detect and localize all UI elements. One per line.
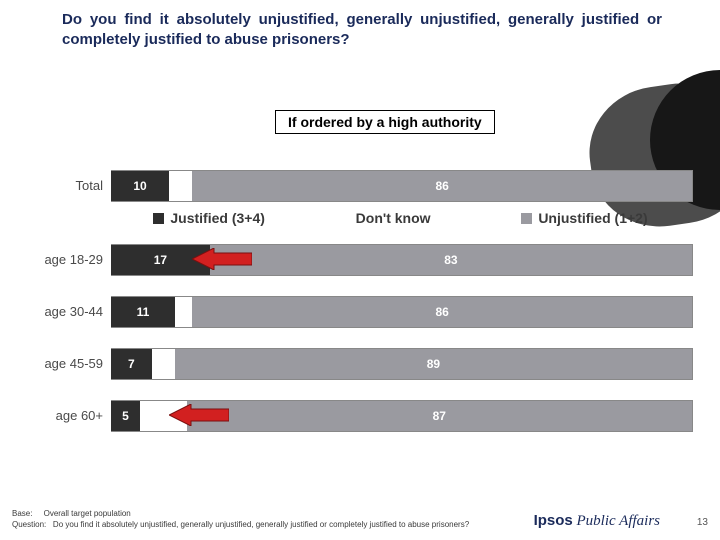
- highlight-arrow-icon: [169, 404, 229, 426]
- legend-item-unjustified: Unjustified (1+2): [521, 210, 647, 226]
- bar-segment-unjustified: 89: [175, 349, 692, 379]
- bar-segment-dontknow: [169, 171, 192, 201]
- legend-label: Unjustified (1+2): [538, 210, 647, 226]
- base-value: Overall target population: [44, 509, 131, 518]
- bar-track: 11 86: [111, 296, 693, 328]
- bar-segment-unjustified: 87: [187, 401, 692, 431]
- bar-row: age 60+5 87: [28, 400, 693, 430]
- row-label: age 18-29: [28, 244, 111, 274]
- footer-notes: Base: Overall target population Question…: [12, 509, 469, 530]
- bar-segment-dontknow: [175, 297, 192, 327]
- row-label: age 60+: [28, 400, 111, 430]
- logo-bold: Ipsos: [534, 512, 573, 529]
- swatch-icon: [153, 213, 164, 224]
- legend-item-justified: Justified (3+4): [153, 210, 265, 226]
- stacked-bar-chart: Total 10 86 Justified (3+4) Don't know Un…: [28, 170, 693, 452]
- logo-italic: Public Affairs: [573, 513, 660, 529]
- highlight-arrow-icon: [192, 248, 252, 270]
- bar-segment-unjustified: 86: [192, 297, 692, 327]
- bar-track: 7 89: [111, 348, 693, 380]
- legend-label: Justified (3+4): [170, 210, 265, 226]
- bar-row: age 30-4411 86: [28, 296, 693, 326]
- bar-segment-dontknow: [152, 349, 175, 379]
- bar-segment-justified: 10: [111, 171, 169, 201]
- row-label: age 45-59: [28, 348, 111, 378]
- age-rows-container: age 18-291783age 30-441186age 45-59789ag…: [28, 244, 693, 430]
- bar-row-total: Total 10 86: [28, 170, 693, 200]
- bar-segment-unjustified: 83: [210, 245, 692, 275]
- bar-segment-justified: 11: [111, 297, 175, 327]
- bar-segment-justified: 5: [111, 401, 140, 431]
- row-label: Total: [28, 170, 111, 200]
- bar-row: age 18-291783: [28, 244, 693, 274]
- bar-track: 10 86: [111, 170, 693, 202]
- legend-label: Don't know: [356, 210, 431, 226]
- ipsos-logo: Ipsos Public Affairs: [534, 512, 660, 530]
- condition-label: If ordered by a high authority: [275, 110, 495, 134]
- question-title-line1: Do you find it absolutely unjustified, g…: [62, 10, 662, 30]
- legend: Justified (3+4) Don't know Unjustified (…: [108, 210, 693, 226]
- question-value: Do you find it absolutely unjustified, g…: [53, 520, 469, 529]
- swatch-icon: [521, 213, 532, 224]
- question-title-line2: completely justified to abuse prisoners?: [62, 30, 662, 50]
- bar-segment-justified: 7: [111, 349, 152, 379]
- legend-item-dontknow: Don't know: [356, 210, 431, 226]
- bar-row: age 45-597 89: [28, 348, 693, 378]
- base-label: Base:: [12, 509, 32, 518]
- question-title: Do you find it absolutely unjustified, g…: [62, 10, 662, 51]
- page-number: 13: [697, 517, 708, 528]
- row-label: age 30-44: [28, 296, 111, 326]
- bar-segment-unjustified: 86: [192, 171, 692, 201]
- question-label: Question:: [12, 520, 46, 529]
